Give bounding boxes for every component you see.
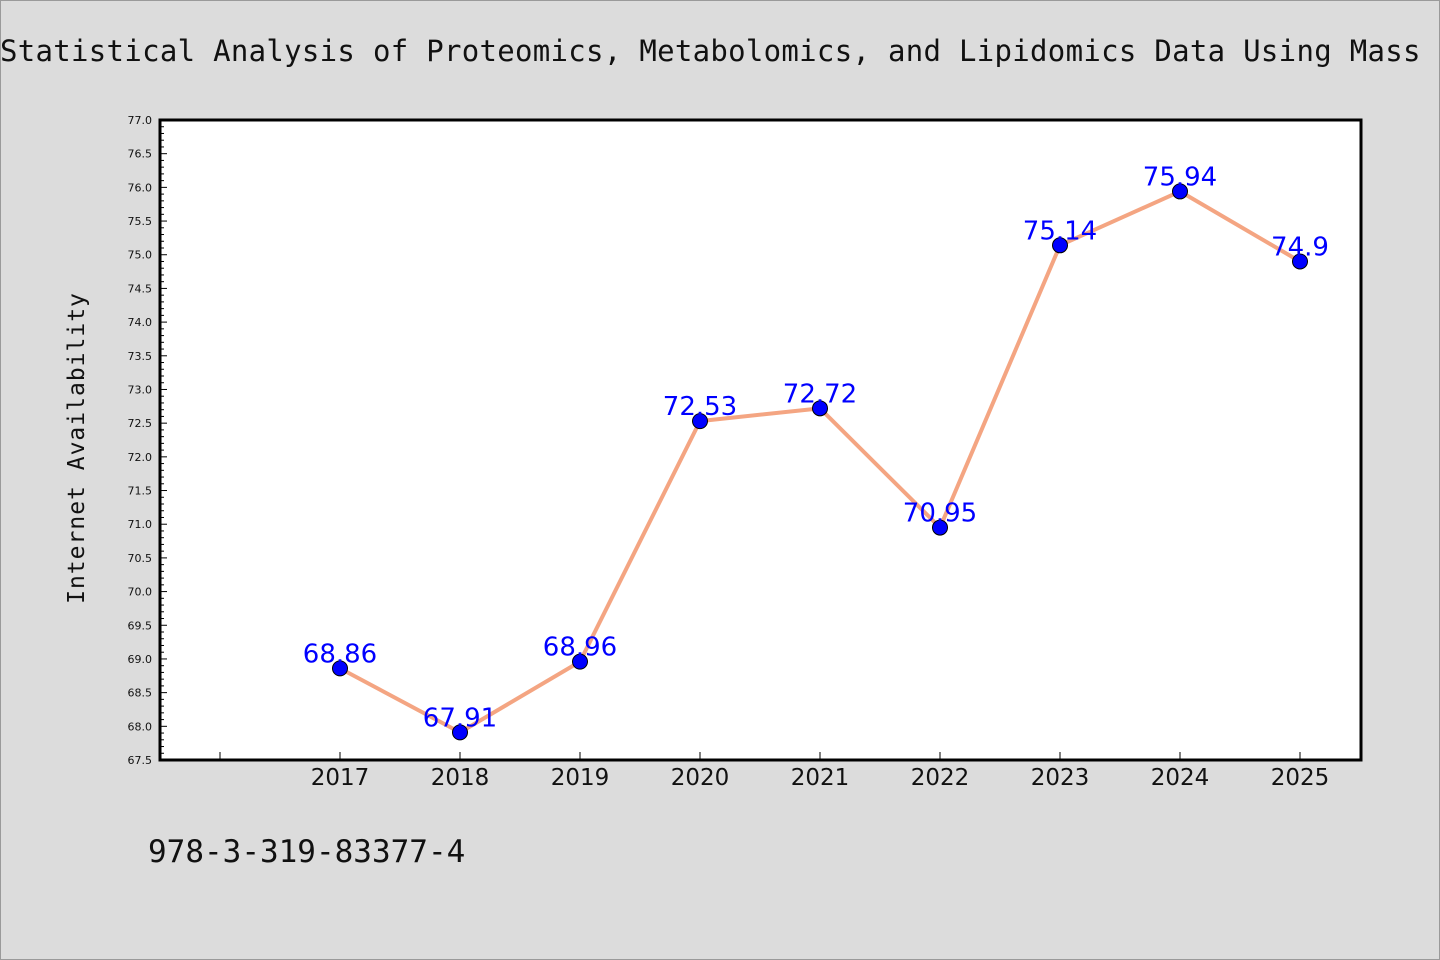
y-tick-label: 71.0 (128, 518, 153, 531)
y-axis-label: Internet Availability (64, 292, 90, 604)
y-tick-label: 68.5 (128, 687, 153, 700)
data-label: 72.72 (783, 379, 857, 409)
data-label: 67.91 (423, 703, 497, 733)
isbn-label: 978-3-319-83377-4 (148, 834, 466, 870)
x-tick-label: 2018 (431, 765, 490, 791)
y-tick-label: 73.5 (128, 350, 153, 363)
x-tick-label: 2020 (671, 765, 730, 791)
data-label: 68.86 (303, 639, 377, 669)
y-tick-label: 67.5 (128, 754, 153, 767)
x-tick-label: 2024 (1151, 765, 1210, 791)
data-label: 70.95 (903, 499, 977, 529)
y-tick-label: 74.0 (128, 316, 153, 329)
data-label: 75.14 (1023, 216, 1097, 246)
y-tick-label: 72.0 (128, 451, 153, 464)
data-label: 72.53 (663, 392, 737, 422)
plot-area (160, 120, 1361, 760)
y-tick-label: 76.5 (128, 148, 153, 161)
plot-border (158, 118, 1363, 762)
y-tick-label: 69.0 (128, 653, 153, 666)
data-point (692, 413, 708, 430)
data-point (332, 660, 348, 677)
y-tick-label: 70.5 (128, 552, 153, 565)
x-tick-label: 2021 (791, 765, 850, 791)
data-point (1292, 253, 1308, 270)
x-tick-label: 2019 (551, 765, 610, 791)
y-tick-label: 72.5 (128, 417, 153, 430)
y-tick-label: 70.0 (128, 586, 153, 599)
y-tick-label: 74.5 (128, 282, 153, 295)
data-point (1172, 183, 1188, 200)
data-point (572, 653, 588, 670)
data-label: 75.94 (1143, 162, 1217, 192)
chart-title: Statistical Analysis of Proteomics, Meta… (0, 34, 1421, 68)
y-tick-label: 75.5 (128, 215, 153, 228)
data-label: 74.9 (1271, 232, 1329, 262)
y-tick-label: 75.0 (128, 249, 153, 262)
y-tick-label: 77.0 (128, 114, 153, 127)
data-point (452, 724, 468, 741)
data-point (932, 519, 948, 536)
series-group (332, 183, 1308, 741)
data-point (812, 400, 828, 417)
y-tick-label: 69.5 (128, 619, 153, 632)
y-tick-label: 71.5 (128, 485, 153, 498)
x-tick-label: 2017 (311, 765, 370, 791)
x-tick-label: 2023 (1031, 765, 1090, 791)
x-tick-label: 2022 (911, 765, 970, 791)
y-tick-label: 68.0 (128, 720, 153, 733)
y-tick-label: 76.0 (128, 181, 153, 194)
data-point (1052, 237, 1068, 254)
x-tick-label: 2025 (1271, 765, 1330, 791)
data-labels-group: 68.86 67.91 68.96 72.53 72.72 70.95 75.14 75.94… (303, 162, 1329, 733)
y-tick-label: 73.0 (128, 383, 153, 396)
x-axis: 2017 2018 2019 2020 2021 2022 2023 2024 2025 (219, 752, 1330, 791)
data-label: 68.96 (543, 633, 617, 663)
